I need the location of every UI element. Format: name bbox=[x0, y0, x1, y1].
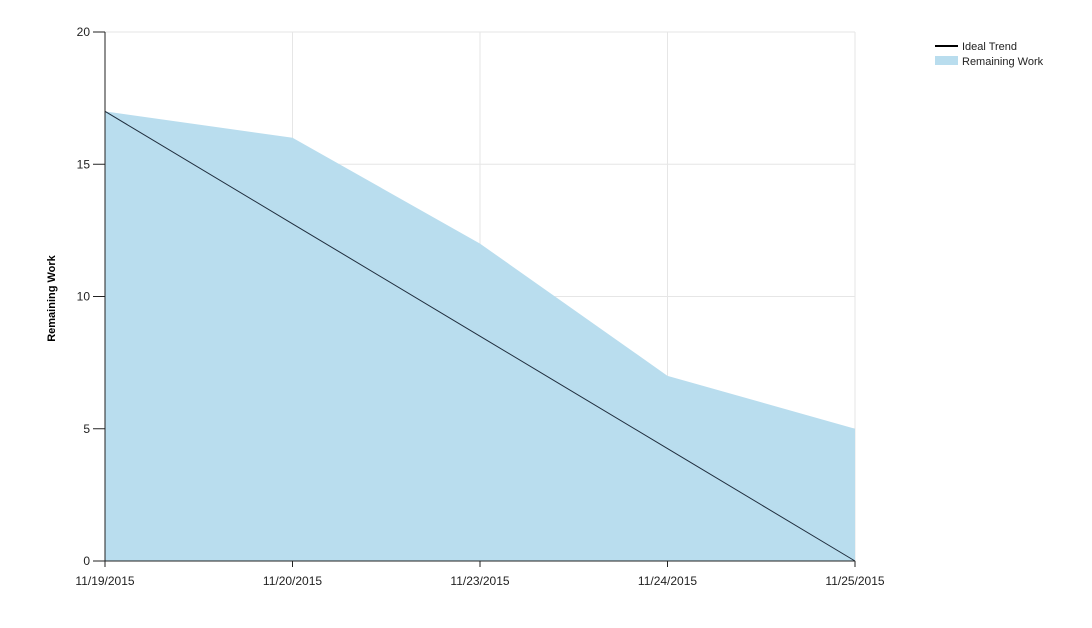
y-tick-label: 20 bbox=[77, 25, 91, 39]
x-tick-label: 11/19/2015 bbox=[75, 574, 134, 588]
y-tick-label: 5 bbox=[83, 422, 90, 436]
x-tick-label: 11/25/2015 bbox=[825, 574, 884, 588]
y-axis-title: Remaining Work bbox=[46, 254, 58, 341]
y-tick-label: 15 bbox=[77, 157, 91, 171]
legend-swatch-remaining-work bbox=[935, 56, 958, 65]
legend-label: Remaining Work bbox=[962, 56, 1044, 68]
legend: Ideal Trend Remaining Work bbox=[935, 41, 1044, 68]
y-tick-label: 10 bbox=[77, 290, 91, 304]
x-tick-label: 11/20/2015 bbox=[263, 574, 322, 588]
x-tick-label: 11/24/2015 bbox=[638, 574, 697, 588]
x-tick-label: 11/23/2015 bbox=[450, 574, 509, 588]
y-tick-label: 0 bbox=[83, 554, 90, 568]
legend-label: Ideal Trend bbox=[962, 41, 1017, 53]
